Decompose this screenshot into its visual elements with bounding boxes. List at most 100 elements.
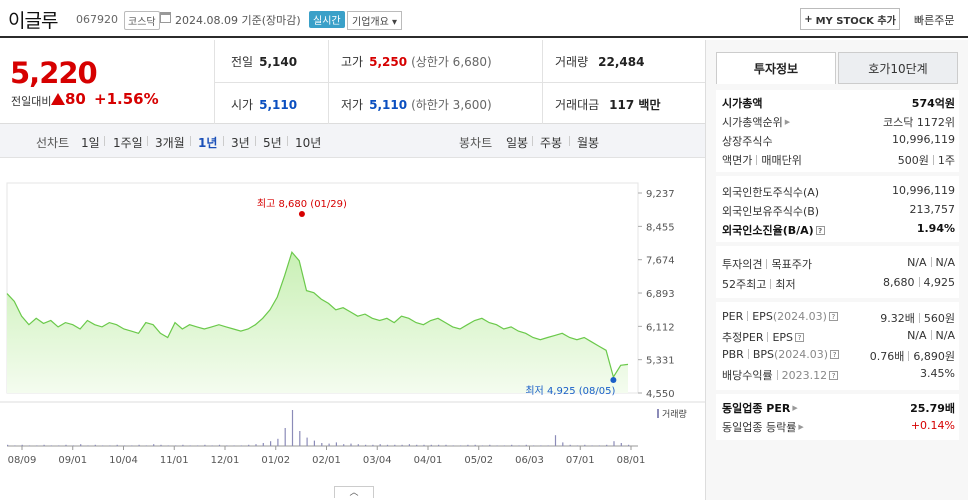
volume-bar bbox=[445, 444, 447, 446]
volume-legend-label: 거래량 bbox=[662, 408, 687, 420]
volume-bar bbox=[270, 441, 272, 446]
help-icon[interactable]: ? bbox=[829, 371, 839, 380]
est-per-row: 추정PER EPS? N/A N/A bbox=[722, 329, 955, 345]
market-badge: 코스닥 bbox=[124, 11, 160, 30]
eps-value: 560원 bbox=[923, 312, 955, 325]
foreign-hold-row: 외국인보유주식수(B) 213,757 bbox=[722, 203, 955, 219]
foreign-ratio-row: 외국인소진율(B/A)? 1.94% bbox=[722, 222, 955, 238]
volume-bar bbox=[43, 444, 45, 446]
volume-bar bbox=[474, 444, 476, 446]
tab-investment-info[interactable]: 투자정보 bbox=[716, 52, 836, 84]
chart-collapse-button[interactable]: ︿ bbox=[334, 486, 374, 498]
period-tab-10y[interactable]: 10년 bbox=[295, 136, 322, 150]
volume-bar bbox=[313, 440, 315, 446]
volume-bar bbox=[87, 445, 89, 446]
x-tick-label: 06/03 bbox=[515, 455, 544, 466]
period-tab-1w[interactable]: 1주일 bbox=[113, 136, 143, 150]
volume-bar bbox=[36, 445, 38, 446]
foreign-limit-value: 10,996,119 bbox=[892, 184, 955, 197]
upper-limit: (상한가 6,680) bbox=[411, 55, 492, 69]
volume-bar bbox=[372, 444, 374, 446]
per-label: PER bbox=[722, 310, 744, 323]
info-group-opinion: 투자의견 목표주가 N/A N/A 52주최고 최저 8,680 4,925 bbox=[716, 246, 959, 298]
period-tab-5y[interactable]: 5년 bbox=[263, 136, 282, 150]
bps-date: (2024.03) bbox=[774, 348, 829, 361]
volume-bar bbox=[554, 435, 557, 446]
price-summary: 5,220 전일대비 80 +1.56% 전일 5,140 고가 5,250 (상한가… bbox=[0, 40, 705, 124]
par-unit-row: 액면가 매매단위 500원 1주 bbox=[722, 152, 955, 168]
x-tick-label: 10/04 bbox=[109, 455, 138, 466]
my-stock-add-button[interactable]: + MY STOCK 추가 bbox=[800, 8, 900, 30]
volume-bar bbox=[211, 445, 213, 446]
dividend-value: 3.45% bbox=[920, 367, 955, 380]
x-tick-label: 05/02 bbox=[464, 455, 493, 466]
price-chart[interactable]: 9,237 8,455 7,674 6,893 6,112 5,331 4,550 최고 8,… bbox=[0, 160, 705, 500]
period-tab-1y[interactable]: 1년 bbox=[198, 136, 218, 150]
volume-bar bbox=[547, 445, 549, 446]
chevron-up-icon: ︿ bbox=[349, 488, 359, 498]
shares-label: 상장주식수 bbox=[722, 135, 773, 148]
volume-bar bbox=[240, 445, 242, 446]
tab-quote-10[interactable]: 호가10단계 bbox=[838, 52, 958, 84]
volume-value: 22,484 bbox=[598, 55, 645, 69]
candle-tab-daily[interactable]: 일봉 bbox=[506, 136, 529, 150]
low-value: 5,110 bbox=[369, 98, 408, 112]
industry-rate-value: +0.14% bbox=[910, 419, 955, 432]
candle-tab-monthly[interactable]: 월봉 bbox=[577, 136, 600, 150]
market-cap-row: 시가총액 574억원 bbox=[722, 95, 955, 111]
period-tab-3m[interactable]: 3개월 bbox=[155, 136, 185, 150]
dividend-date: 2023.12 bbox=[781, 369, 828, 382]
est-per-value: N/A bbox=[907, 329, 927, 342]
volume-bar bbox=[540, 445, 542, 446]
open-price: 시가 5,110 bbox=[231, 96, 297, 113]
target-value: N/A bbox=[935, 256, 955, 269]
volume-bar bbox=[291, 410, 294, 446]
est-per-label: 추정PER bbox=[722, 331, 764, 344]
high-price: 고가 5,250 (상한가 6,680) bbox=[341, 53, 492, 70]
volume-bar bbox=[255, 444, 257, 446]
volume-bar bbox=[416, 444, 418, 446]
period-tab-3y[interactable]: 3년 bbox=[231, 136, 250, 150]
tab-separator bbox=[569, 136, 570, 146]
week52-row: 52주최고 최저 8,680 4,925 bbox=[722, 276, 955, 292]
trade-amount: 거래대금 117 백만 bbox=[555, 96, 660, 113]
volume-bar bbox=[102, 445, 104, 446]
volume-bar bbox=[321, 443, 323, 446]
realtime-button[interactable]: 실시간 bbox=[309, 11, 345, 28]
shares-value: 10,996,119 bbox=[892, 133, 955, 146]
industry-per-row: 동일업종 PER ▶ 25.79배 bbox=[722, 400, 955, 416]
volume-bar bbox=[335, 442, 337, 446]
quick-order-button[interactable]: 빠른주문 bbox=[914, 14, 955, 27]
volume-bar bbox=[167, 445, 169, 446]
period-tab-1d[interactable]: 1일 bbox=[81, 136, 100, 150]
tab-separator bbox=[223, 136, 224, 146]
arrow-right-icon: ▶ bbox=[792, 404, 798, 412]
volume-bar bbox=[189, 445, 191, 446]
volume-bar bbox=[591, 445, 593, 446]
y-tick-label: 4,550 bbox=[646, 389, 675, 400]
stock-name: 이글루 bbox=[8, 10, 58, 32]
help-icon[interactable]: ? bbox=[795, 333, 805, 342]
lower-limit: (하한가 3,600) bbox=[411, 98, 492, 112]
volume-bar bbox=[533, 445, 535, 446]
panel-tabs: 투자정보 호가10단계 bbox=[716, 52, 959, 84]
volume-bar bbox=[123, 445, 126, 446]
help-icon[interactable]: ? bbox=[815, 226, 825, 235]
x-tick-label: 08/09 bbox=[8, 455, 37, 466]
company-overview-label: 기업개요 bbox=[352, 17, 389, 28]
change-percent: +1.56% bbox=[94, 90, 159, 108]
volume-bar bbox=[233, 445, 235, 446]
foreign-hold-label: 외국인보유주식수(B) bbox=[722, 205, 820, 218]
per-value: 9.32배 bbox=[880, 312, 915, 325]
help-icon[interactable]: ? bbox=[830, 350, 840, 359]
candle-tab-weekly[interactable]: 주봉 bbox=[540, 136, 563, 150]
company-overview-dropdown[interactable]: 기업개요 ▾ bbox=[347, 11, 403, 30]
amount-label: 거래대금 bbox=[555, 98, 600, 112]
help-icon[interactable]: ? bbox=[828, 312, 838, 321]
volume-bar bbox=[72, 445, 74, 446]
info-group-market-cap: 시가총액 574억원 시가총액순위 ▶ 코스닥 1172위 상장주식수 10,996,1… bbox=[716, 90, 959, 172]
tab-separator bbox=[104, 136, 105, 146]
est-eps-label: EPS bbox=[772, 331, 794, 344]
volume-bar bbox=[350, 443, 352, 446]
volume-bar bbox=[182, 444, 184, 446]
